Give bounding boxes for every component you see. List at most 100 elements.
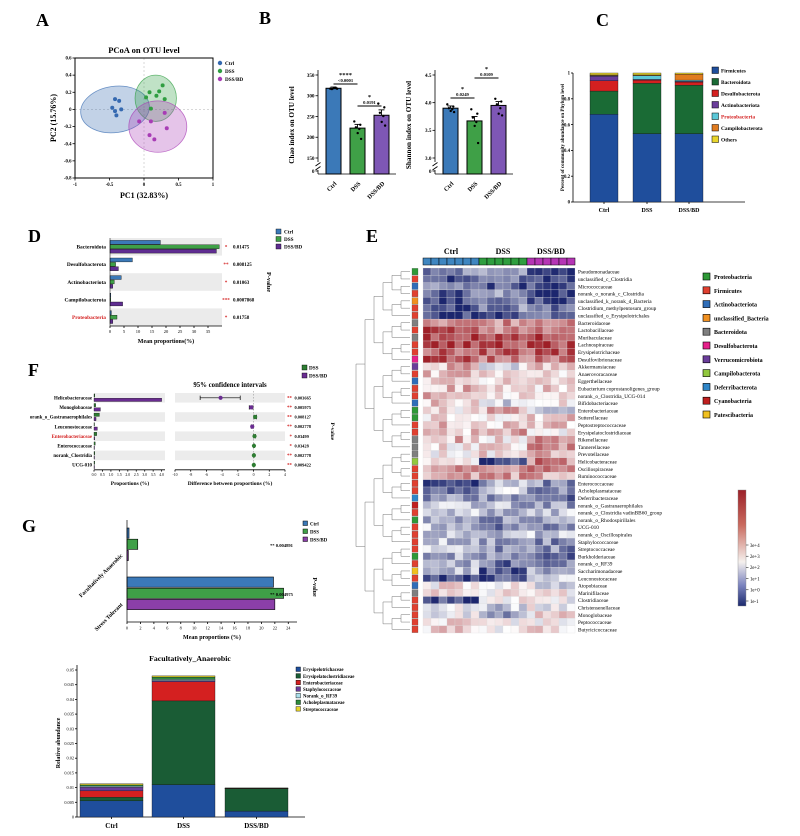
svg-text:Helicobacteraceae: Helicobacteraceae [54,397,93,402]
svg-text:Butyricicoccaceae: Butyricicoccaceae [578,627,617,633]
svg-text:0.045: 0.045 [64,682,74,687]
svg-text:Shannon index on OTU level: Shannon index on OTU level [405,81,413,169]
svg-text:1e+1: 1e+1 [750,577,760,582]
svg-text:Desulfovibrionaceae: Desulfovibrionaceae [578,356,622,363]
svg-text:Sutterellaceae: Sutterellaceae [578,416,608,422]
svg-text:Percent of community abundance: Percent of community abundance on Phylum… [561,83,566,191]
proportion-bars [93,393,162,469]
svg-text:*: * [225,315,228,321]
svg-text:0.015: 0.015 [64,770,74,775]
ci-markers [199,395,258,468]
svg-text:Peptostreptococcaceae: Peptostreptococcaceae [578,423,627,429]
svg-text:**: ** [287,454,293,459]
svg-text:Atopobiaceae: Atopobiaceae [578,584,608,590]
svg-text:unclassified_Bacteria: unclassified_Bacteria [714,316,769,322]
svg-text:*: * [225,245,228,251]
svg-text:Actinobacteriota: Actinobacteriota [714,303,757,309]
svg-text:Verrucomicrobiota: Verrucomicrobiota [714,358,763,364]
svg-text:DSS/BD: DSS/BD [244,822,269,830]
panel-b-chao-chart: 350 300 250 200 150 0 <0.0001**** 0.0191* Ctrl DS… [288,70,396,201]
panel-label-a: A [36,10,49,30]
svg-text:150: 150 [307,156,315,162]
svg-text:norank_o_Clostridia_UCG-014: norank_o_Clostridia_UCG-014 [578,394,645,400]
svg-text:Campilobacterota: Campilobacterota [721,126,763,132]
svg-text:Chao index on OTU level: Chao index on OTU level [288,86,296,163]
svg-text:Peptococcaceae: Peptococcaceae [578,620,612,626]
svg-text:Ctrl: Ctrl [225,61,235,67]
svg-text:0.0109: 0.0109 [480,72,493,77]
svg-text:*: * [368,94,371,101]
svg-text:Facultatively Anaerobic: Facultatively Anaerobic [78,553,124,599]
svg-text:Facultatively_Anaerobic: Facultatively_Anaerobic [149,654,231,663]
svg-text:30: 30 [192,329,197,334]
svg-text:Enterobacteriaceae: Enterobacteriaceae [303,681,343,686]
svg-text:Christensenellaceae: Christensenellaceae [578,606,621,612]
svg-text:0.002778: 0.002778 [295,453,312,458]
row-labels: Helicobacteraceae ** 0.003665Monoglobaceae… [30,395,312,468]
svg-text:Pseudomonadaceae: Pseudomonadaceae [578,270,620,276]
svg-text:Clostridiaceae: Clostridiaceae [578,598,609,604]
svg-text:0.005975: 0.005975 [295,405,312,410]
svg-text:0: 0 [312,169,315,175]
row-dendrogram [355,271,410,630]
svg-text:Clostridium_methylpentosum_gro: Clostridium_methylpentosum_group [578,306,657,312]
svg-text:Akkermansiaceae: Akkermansiaceae [578,365,616,371]
g1-legend: Ctrl DSS DSS/BD [302,520,328,543]
svg-text:Mean proportions(%): Mean proportions(%) [138,338,194,345]
svg-text:0.0249: 0.0249 [456,92,469,97]
svg-text:200: 200 [307,135,315,141]
svg-text:0.03499: 0.03499 [295,434,310,439]
svg-text:Marinifilaceae: Marinifilaceae [578,590,610,597]
svg-text:-0.8: -0.8 [64,177,72,182]
stacked-ylabel: Percent of community abundance on Phylum… [561,83,566,191]
pcoa-axes: -1 -0.5 0 0.5 1 -0.8 -0.6 -0.4 -0.2 0 0.2 0.4 0.6 [64,57,215,188]
svg-text:Monoglobaceae: Monoglobaceae [59,406,92,411]
svg-text:****: **** [339,72,352,79]
svg-text:Streptococcaceae: Streptococcaceae [303,708,338,713]
svg-text:12: 12 [205,626,209,631]
svg-text:UCG-010: UCG-010 [72,464,92,469]
svg-text:DSS: DSS [466,180,479,193]
svg-text:Erysipelatoclostridiaceae: Erysipelatoclostridiaceae [578,430,632,436]
svg-text:Prevotellaceae: Prevotellaceae [578,452,610,458]
svg-text:4.5: 4.5 [425,73,432,79]
svg-text:Proteobacteria: Proteobacteria [721,115,755,121]
svg-text:Norank_o_RF39: Norank_o_RF39 [303,695,338,700]
svg-text:0: 0 [253,473,255,477]
svg-text:Ctrl: Ctrl [310,522,319,527]
svg-text:300: 300 [307,94,315,100]
svg-text:20: 20 [164,329,169,334]
row-shading [94,391,285,470]
svg-text:0.01063: 0.01063 [233,281,250,286]
svg-text:DSS/BD: DSS/BD [284,245,302,251]
svg-text:Deferribacterota: Deferribacterota [714,385,757,391]
svg-text:0: 0 [69,108,72,113]
svg-text:**: ** [287,416,293,421]
svg-text:Proteobacteria: Proteobacteria [714,275,752,281]
g2-legend: Erysipelotrichaceae Erysipelatoclostridia… [295,666,354,713]
svg-text:3.5: 3.5 [425,128,432,134]
phenotype-bars [126,527,284,610]
svg-text:** 0.004891: ** 0.004891 [270,543,294,548]
svg-text:Lachnospiraceae: Lachnospiraceae [578,343,614,349]
svg-text:0.002778: 0.002778 [295,424,312,429]
svg-text:20: 20 [259,626,263,631]
svg-text:Bacteroidaceae: Bacteroidaceae [578,321,611,327]
svg-text:1: 1 [568,72,571,77]
svg-text:1e-1: 1e-1 [750,600,759,605]
svg-text:PCoA on OTU level: PCoA on OTU level [108,45,180,55]
svg-text:0.5: 0.5 [176,183,183,188]
svg-text:Bacteroidota: Bacteroidota [714,330,747,336]
svg-text:4: 4 [284,473,286,477]
svg-text:Campilobacterota: Campilobacterota [64,297,106,303]
svg-text:24: 24 [286,626,291,631]
f-axes: 0.0 0.5 1.0 1.5 2.0 2.5 3.0 3.5 4.0 -10 -8 -6 -4 -2 0 2… [92,382,335,487]
svg-text:unclassified_k_norank_d_Bacter: unclassified_k_norank_d_Bacteria [578,298,652,305]
svg-text:0.04: 0.04 [66,697,74,702]
svg-text:-2: -2 [236,473,239,477]
svg-text:3.0: 3.0 [142,473,147,477]
svg-text:0.01475: 0.01475 [233,246,250,251]
svg-text:0: 0 [143,183,146,188]
svg-text:0.6: 0.6 [564,123,571,128]
